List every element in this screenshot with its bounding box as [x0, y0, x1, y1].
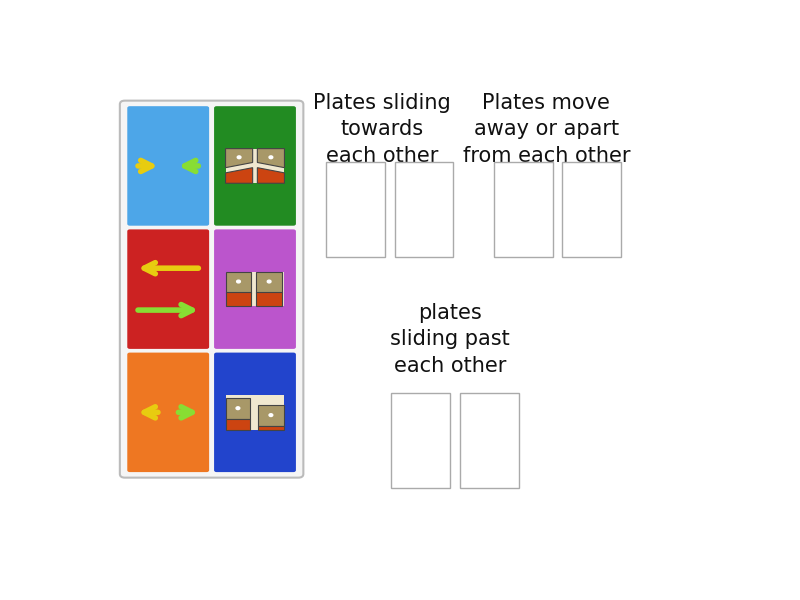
Polygon shape [226, 419, 250, 430]
Circle shape [269, 414, 273, 416]
Circle shape [236, 407, 240, 410]
Bar [226, 395, 285, 430]
Text: Plates sliding
towards
each other: Plates sliding towards each other [314, 93, 451, 166]
Bar [562, 162, 621, 257]
Circle shape [267, 280, 271, 283]
Polygon shape [258, 149, 285, 167]
Polygon shape [258, 406, 285, 426]
FancyBboxPatch shape [127, 106, 209, 226]
Polygon shape [258, 167, 285, 183]
Polygon shape [226, 292, 251, 307]
Bar [394, 162, 454, 257]
Polygon shape [226, 398, 250, 419]
Bar [391, 393, 450, 488]
Bar [459, 393, 518, 488]
Circle shape [237, 280, 240, 283]
Bar [226, 149, 285, 183]
FancyBboxPatch shape [214, 353, 296, 472]
Polygon shape [256, 272, 282, 293]
Bar [226, 272, 285, 307]
FancyBboxPatch shape [127, 229, 209, 349]
Polygon shape [226, 272, 251, 293]
FancyBboxPatch shape [127, 353, 209, 472]
Circle shape [238, 156, 241, 158]
FancyBboxPatch shape [214, 106, 296, 226]
Text: plates
sliding past
each other: plates sliding past each other [390, 303, 510, 376]
Bar [326, 162, 385, 257]
Polygon shape [226, 149, 253, 167]
Bar [494, 162, 553, 257]
Polygon shape [258, 425, 285, 430]
Text: Plates move
away or apart
from each other: Plates move away or apart from each othe… [462, 93, 630, 166]
Polygon shape [256, 292, 282, 307]
Circle shape [269, 156, 273, 158]
FancyBboxPatch shape [214, 229, 296, 349]
FancyBboxPatch shape [120, 101, 303, 478]
Polygon shape [226, 167, 253, 183]
